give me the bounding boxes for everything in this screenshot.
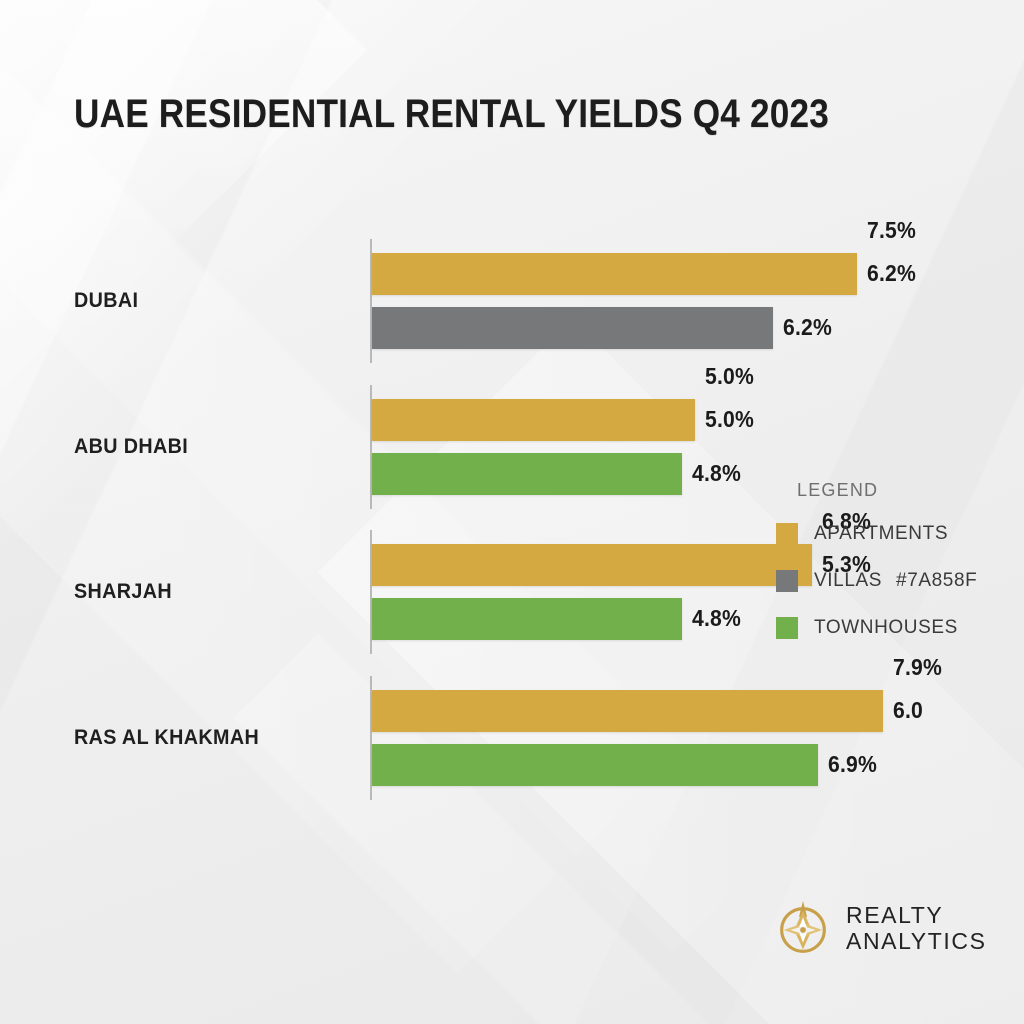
brand-logo: REALTY ANALYTICS (772, 898, 987, 960)
bar-townhouses[interactable] (372, 744, 818, 786)
bar-value-label-above: 6.8% (822, 508, 871, 534)
legend-item-townhouses[interactable]: TOWNHOUSES (776, 617, 1015, 639)
category-label: RAS AL KHAKMAH (74, 726, 260, 749)
compass-star-icon (780, 900, 826, 953)
bar-value-label: 5.0% (705, 406, 754, 432)
bar-apartments[interactable] (372, 690, 883, 732)
bar-value-label: 4.8% (692, 605, 741, 631)
legend-label-villas-hex: #7A858F (896, 570, 978, 591)
bar-value-label: 5.3% (822, 551, 871, 577)
legend-item-apartments[interactable]: APARTMENTS (776, 523, 1015, 545)
legend-label-apartments: APARTMENTS (814, 523, 949, 544)
bar-apartments[interactable] (372, 399, 695, 441)
legend-label-townhouses: TOWNHOUSES (814, 617, 958, 638)
bar-value-label-above: 5.0% (705, 363, 754, 389)
category-label: SHARJAH (74, 580, 173, 603)
legend-swatch-townhouses-icon (776, 617, 798, 639)
bar-apartments[interactable] (372, 253, 857, 295)
bar-townhouses[interactable] (372, 453, 682, 495)
bar-value-label: 6.2% (783, 314, 832, 340)
bar-townhouses[interactable] (372, 598, 682, 640)
axis-tick (370, 239, 372, 363)
bar-apartments[interactable] (372, 544, 812, 586)
brand-line-1: REALTY (846, 902, 944, 929)
axis-tick (370, 676, 372, 800)
legend-heading: LEGEND (797, 480, 879, 500)
bar-value-label-above: 7.9% (893, 654, 942, 680)
category-label: DUBAI (74, 289, 139, 312)
chart-title: UAE RESIDENTIAL RENTAL YIELDS Q4 2023 (74, 92, 830, 136)
axis-tick (370, 385, 372, 509)
bar-value-label: 4.8% (692, 460, 741, 486)
brand-line-2: ANALYTICS (846, 928, 987, 954)
chart-legend: LEGEND APARTMENTS VILLAS #7A858F TOWNHOU… (776, 480, 1015, 664)
legend-swatch-apartments-icon (776, 523, 798, 545)
bar-value-label: 6.2% (867, 260, 916, 286)
legend-item-villas[interactable]: VILLAS #7A858F (776, 570, 1015, 592)
bar-villas[interactable] (372, 307, 773, 349)
bar-value-label-above: 7.5% (867, 217, 916, 243)
axis-tick (370, 530, 372, 654)
bar-value-label: 6.9% (828, 751, 877, 777)
legend-label-villas: VILLAS (814, 570, 883, 591)
bar-value-label: 6.0 (893, 697, 923, 723)
category-label: ABU DHABI (74, 435, 189, 458)
brand-text: REALTY ANALYTICS (846, 902, 987, 955)
legend-swatch-villas-icon (776, 570, 798, 592)
